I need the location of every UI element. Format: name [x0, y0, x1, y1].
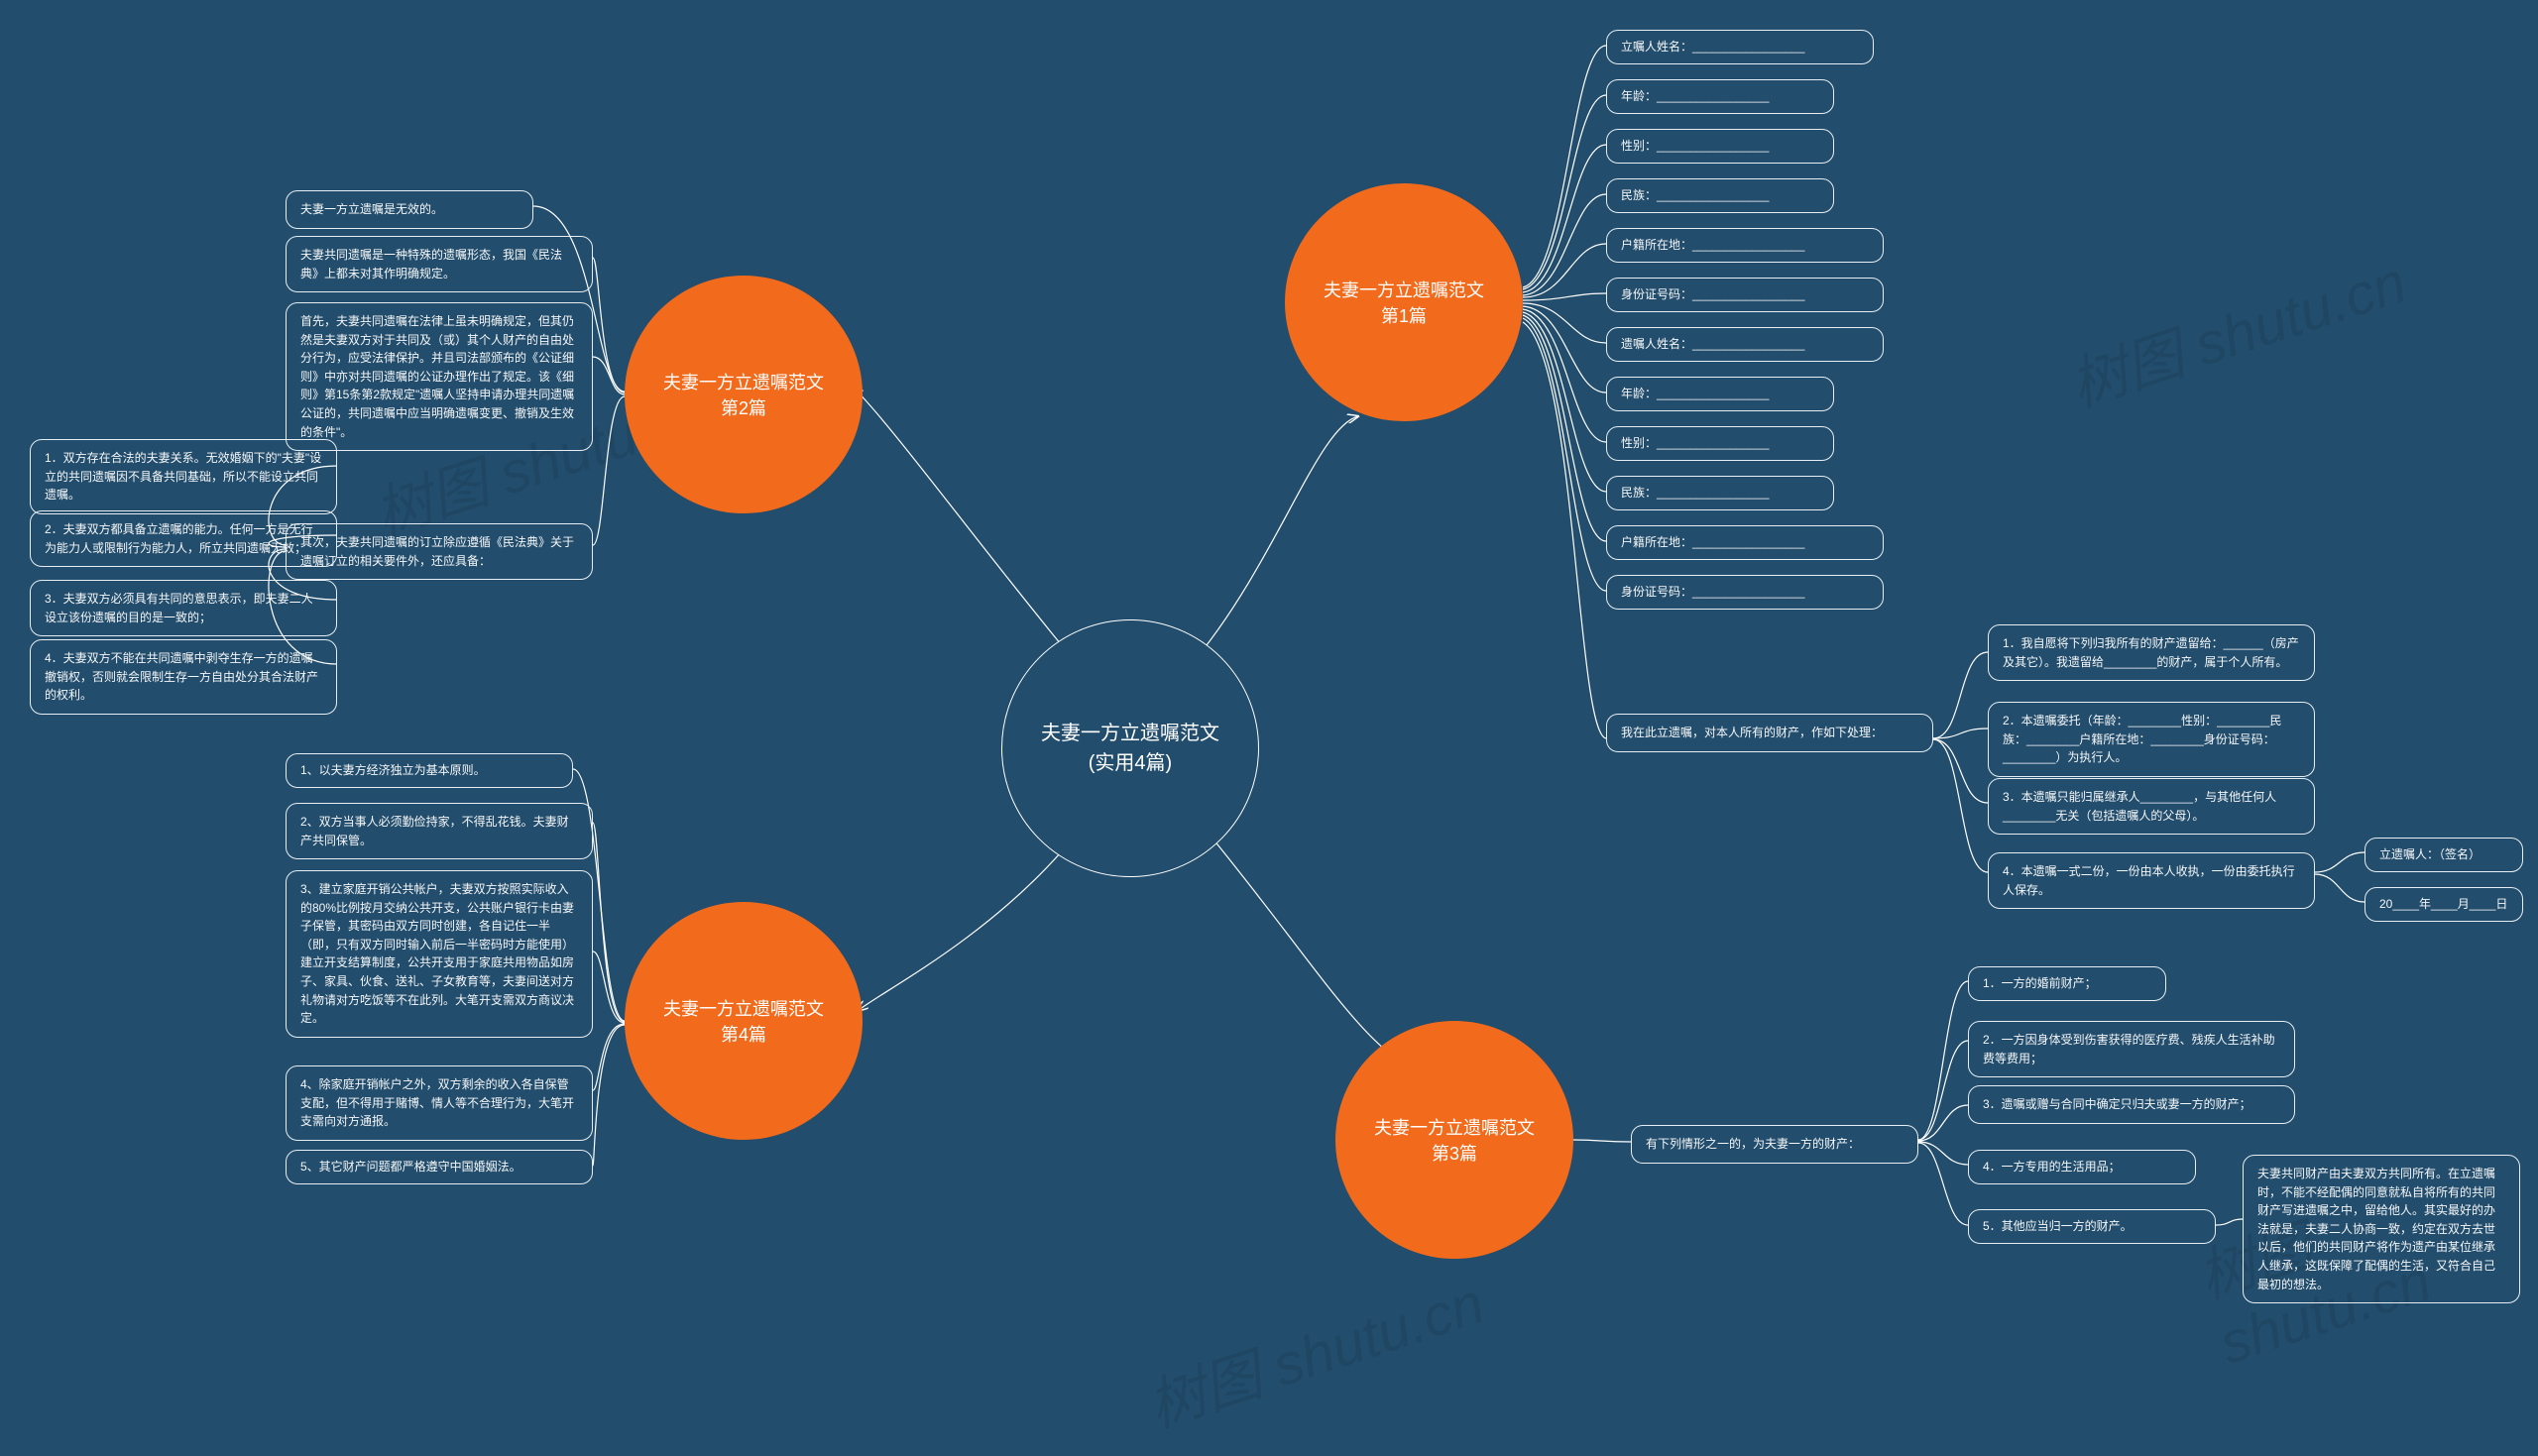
p1-field-3: 民族：_________________ — [1606, 178, 1834, 213]
branch-p4: 夫妻一方立遗嘱范文 第4篇 — [625, 902, 863, 1140]
p1-field-1: 年龄：_________________ — [1606, 79, 1834, 114]
p3-item-3: 3．遗嘱或赠与合同中确定只归夫或妻一方的财产； — [1968, 1085, 2295, 1124]
p1-field-2: 性别：_________________ — [1606, 129, 1834, 164]
p1-field-8: 性别：_________________ — [1606, 426, 1834, 461]
p1-disposition-parent: 我在此立遗嘱，对本人所有的财产，作如下处理： — [1606, 714, 1933, 752]
p1-field-6: 遗嘱人姓名：_________________ — [1606, 327, 1884, 362]
p1-disposition-4: 4．本遗嘱一式二份，一份由本人收执，一份由委托执行人保存。 — [1988, 852, 2315, 909]
p3-item-5-explain: 夫妻共同财产由夫妻双方共同所有。在立遗嘱时，不能不经配偶的同意就私自将所有的共同… — [2243, 1155, 2520, 1303]
p1-field-11: 身份证号码：_________________ — [1606, 575, 1884, 610]
watermark-3: 树图 shutu.cn — [1136, 1257, 1493, 1443]
branch-p1: 夫妻一方立遗嘱范文 第1篇 — [1285, 183, 1523, 421]
p1-field-4: 户籍所在地：_________________ — [1606, 228, 1884, 263]
p4-leaf-4: 4、除家庭开销帐户之外，双方剩余的收入各自保管支配，但不得用于赌博、情人等不合理… — [286, 1065, 593, 1141]
p1-disposition-3: 3．本遗嘱只能归属继承人________，与其他任何人________无关（包括… — [1988, 778, 2315, 835]
p1-field-5: 身份证号码：_________________ — [1606, 278, 1884, 312]
p4-leaf-3: 3、建立家庭开销公共帐户，夫妻双方按照实际收入的80%比例按月交纳公共开支，公共… — [286, 870, 593, 1038]
p1-field-9: 民族：_________________ — [1606, 476, 1834, 510]
p2-sub-1: 1．双方存在合法的夫妻关系。无效婚姻下的"夫妻"设立的共同遗嘱因不具备共同基础，… — [30, 439, 337, 514]
p1-date: 20____年____月____日 — [2365, 887, 2523, 922]
p3-item-5: 5．其他应当归一方的财产。 — [1968, 1209, 2216, 1244]
p1-field-7: 年龄：_________________ — [1606, 377, 1834, 411]
p2-leaf-0: 夫妻一方立遗嘱是无效的。 — [286, 190, 533, 229]
p4-leaf-1: 1、以夫妻方经济独立为基本原则。 — [286, 753, 573, 788]
p1-disposition-2: 2．本遗嘱委托（年龄：________性别：________民族：_______… — [1988, 702, 2315, 777]
p2-sub-2: 2．夫妻双方都具备立遗嘱的能力。任何一方是无行为能力人或限制行为能力人，所立共同… — [30, 510, 337, 567]
p4-leaf-5: 5、其它财产问题都严格遵守中国婚姻法。 — [286, 1150, 593, 1184]
p3-item-1: 1．一方的婚前财产； — [1968, 966, 2166, 1001]
p1-signature: 立遗嘱人：（签名） — [2365, 838, 2523, 872]
branch-p3: 夫妻一方立遗嘱范文 第3篇 — [1335, 1021, 1573, 1259]
center-topic: 夫妻一方立遗嘱范文(实用4篇) — [1001, 619, 1259, 877]
p2-leaf-1: 夫妻共同遗嘱是一种特殊的遗嘱形态，我国《民法典》上都未对其作明确规定。 — [286, 236, 593, 292]
p3-item-2: 2．一方因身体受到伤害获得的医疗费、残疾人生活补助费等费用； — [1968, 1021, 2295, 1077]
p3-parent: 有下列情形之一的，为夫妻一方的财产： — [1631, 1125, 1918, 1164]
p1-field-10: 户籍所在地：_________________ — [1606, 525, 1884, 560]
watermark-2: 树图 shutu.cn — [2058, 236, 2415, 422]
p4-leaf-2: 2、双方当事人必须勤俭持家，不得乱花钱。夫妻财产共同保管。 — [286, 803, 593, 859]
p2-leaf-2: 首先，夫妻共同遗嘱在法律上虽未明确规定，但其仍然是夫妻双方对于共同及（或）其个人… — [286, 302, 593, 451]
p2-sub-4: 4．夫妻双方不能在共同遗嘱中剥夺生存一方的遗嘱撤销权，否则就会限制生存一方自由处… — [30, 639, 337, 715]
p3-item-4: 4．一方专用的生活用品； — [1968, 1150, 2196, 1184]
p1-disposition-1: 1．我自愿将下列归我所有的财产遗留给：______（房产及其它）。我遗留给___… — [1988, 624, 2315, 681]
branch-p2: 夫妻一方立遗嘱范文 第2篇 — [625, 276, 863, 513]
p1-field-0: 立嘱人姓名：_________________ — [1606, 30, 1874, 64]
p2-sub-3: 3．夫妻双方必须具有共同的意思表示，即夫妻二人设立该份遗嘱的目的是一致的； — [30, 580, 337, 636]
